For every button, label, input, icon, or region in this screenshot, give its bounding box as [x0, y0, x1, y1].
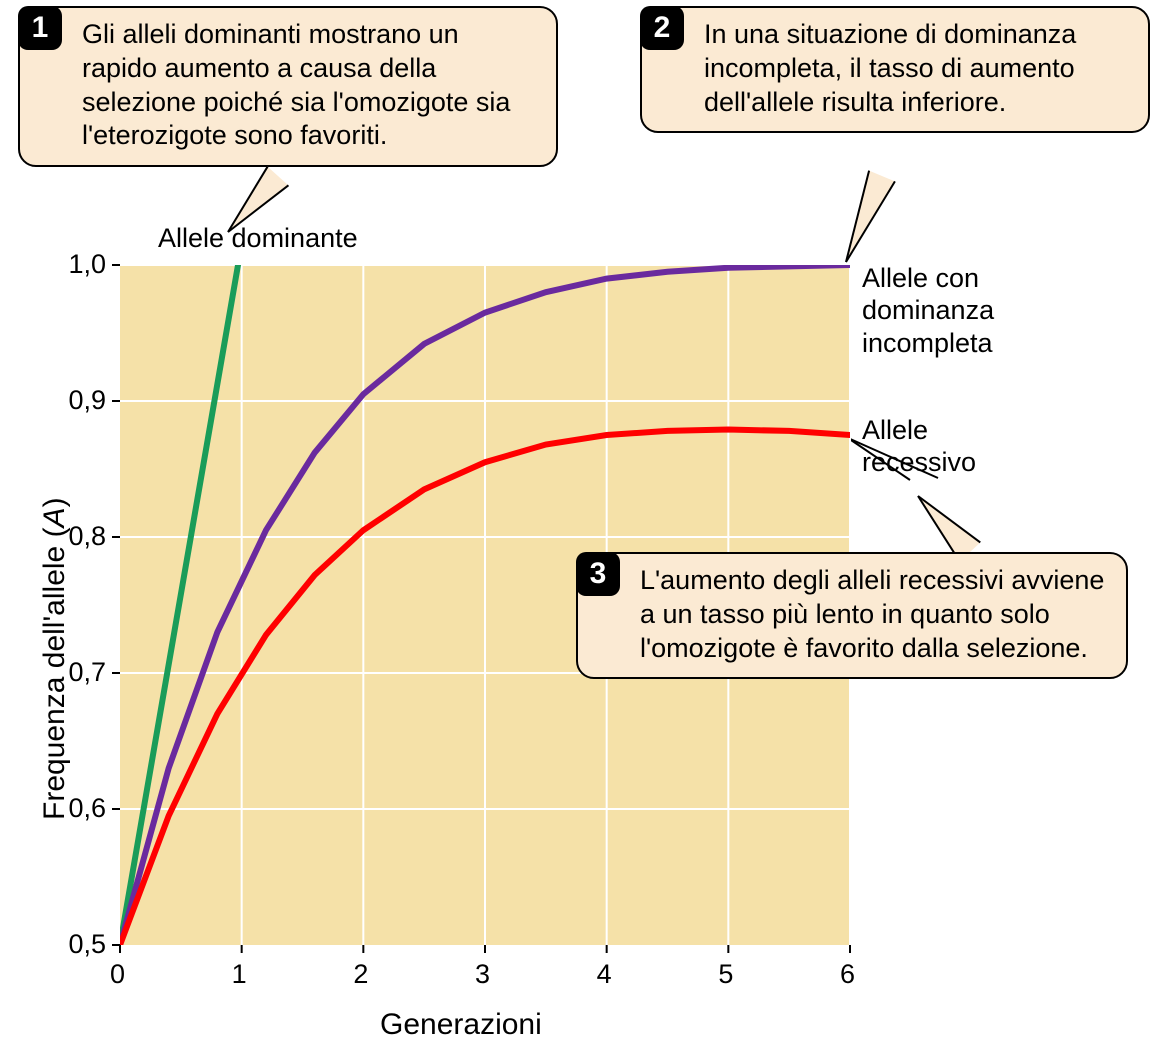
y-title-var: A	[38, 507, 71, 527]
y-title-prefix: Frequenza dell'allele (	[38, 527, 71, 820]
chart-svg	[0, 0, 1166, 1064]
x-tick-0: 0	[110, 959, 125, 990]
x-tick-6: 6	[840, 959, 855, 990]
x-axis-title: Generazioni	[380, 1008, 542, 1042]
callout-number-3: 3	[576, 552, 620, 596]
recessivo-l1: Allele	[862, 415, 928, 445]
y-tick-0.8: 0,8	[68, 521, 106, 552]
y-axis-title: Frequenza dell'allele (A)	[38, 497, 72, 820]
y-tick-0.9: 0,9	[68, 385, 106, 416]
line-label-recessivo: Allele recessivo	[862, 414, 976, 479]
y-tick-1: 1,0	[68, 249, 106, 280]
callout-text-3: L'aumento degli alleli recessivi avviene…	[640, 564, 1110, 665]
callout-3: 3 L'aumento degli alleli recessivi avvie…	[576, 552, 1128, 679]
incompleta-l1: Allele con	[862, 263, 979, 293]
x-tick-5: 5	[718, 959, 733, 990]
recessivo-l2: recessivo	[862, 447, 976, 477]
y-tick-0.6: 0,6	[68, 793, 106, 824]
x-tick-1: 1	[232, 959, 247, 990]
line-label-incompleta: Allele con dominanza incompleta	[862, 262, 994, 359]
x-tick-3: 3	[475, 959, 490, 990]
incompleta-l2: dominanza	[862, 295, 994, 325]
x-tick-2: 2	[353, 959, 368, 990]
incompleta-l3: incompleta	[862, 328, 993, 358]
y-title-suffix: )	[38, 497, 71, 507]
y-tick-0.5: 0,5	[68, 929, 106, 960]
y-tick-0.7: 0,7	[68, 657, 106, 688]
x-tick-4: 4	[597, 959, 612, 990]
